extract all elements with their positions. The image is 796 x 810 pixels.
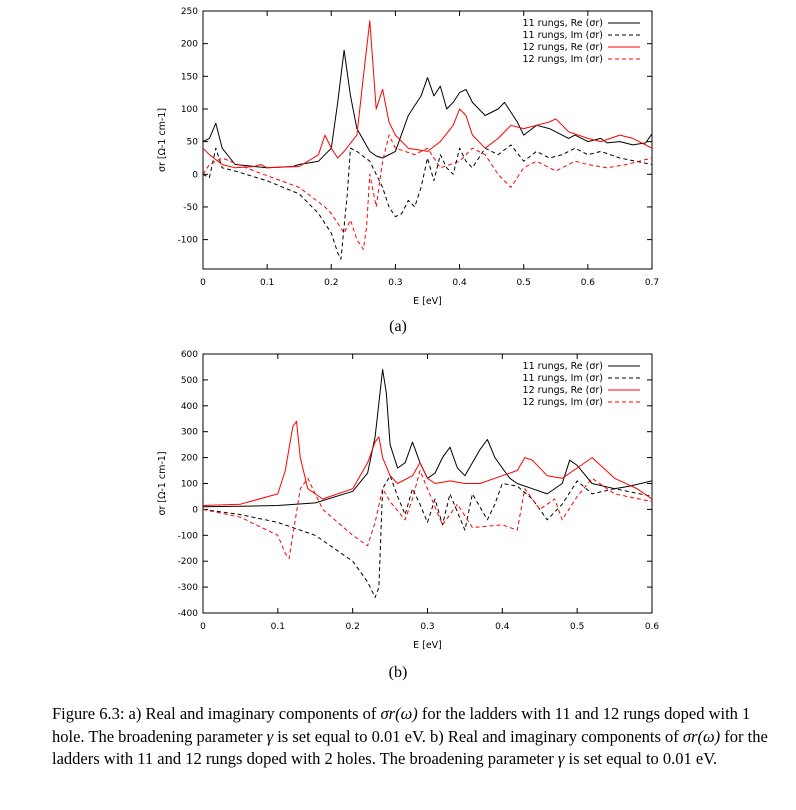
legend-label: 11 rungs, Re (σr) [523,18,603,29]
series-line-1 [203,369,652,508]
x-tick-label: 0 [200,278,206,288]
legend-label: 12 rungs, Im (σr) [523,397,604,408]
plot-frame [202,10,653,270]
y-tick-label: -50 [183,203,198,213]
x-tick-label: 0.3 [388,278,402,288]
x-tick-label: 0.2 [324,278,338,288]
legend-label: 12 rungs, Re (σr) [523,42,603,53]
x-tick-label: 0.4 [452,278,467,288]
y-tick-label: 600 [181,350,198,360]
y-tick-label: 300 [181,428,198,438]
y-tick-label: -100 [178,236,199,246]
y-tick-label: 500 [181,376,198,386]
x-axis-label: E [eV] [413,640,442,651]
legend-label: 11 rungs, Im (σr) [523,373,604,384]
series-line-3 [203,20,652,169]
caption-symbol-gamma-2: γ [557,749,565,768]
series-line-2 [203,475,652,598]
y-tick-label: -300 [178,583,199,593]
y-tick-label: 0 [192,170,198,180]
y-tick-label: 50 [187,138,199,148]
x-tick-label: 0.3 [420,622,434,632]
caption-symbol-sigma-1: σr(ω) [380,704,418,723]
x-tick-label: 0.1 [271,622,285,632]
legend-label: 11 rungs, Im (σr) [523,30,604,41]
caption-symbol-sigma-2: σr(ω) [682,726,721,746]
panel-label-a: (a) [389,318,407,335]
x-tick-label: 0.5 [570,622,584,632]
y-tick-label: 100 [181,105,198,115]
caption-text-2: for the ladders with 11 and 12 rungs dop… [52,704,751,746]
x-axis-label: E [eV] [413,296,442,307]
y-axis-label: σr [Ω-1 cm-1] [157,108,168,172]
y-tick-label: 200 [181,454,198,464]
panel-label-b: (b) [388,664,408,681]
y-tick-label: 150 [181,72,198,82]
y-tick-label: 400 [181,402,198,412]
figure-caption: Figure 6.3: a) Real and imaginary compon… [52,703,776,771]
figure-panel-a: -100 -50 0 50 100 150 200 250 0 0.1 0.2 0.3 0.4 0.5 0.… [0,0,796,340]
series-line-4 [203,134,652,250]
caption-text-5: is set equal to 0.01 eV. [564,749,718,768]
y-tick-label: -400 [178,609,199,619]
series-line-4 [203,470,652,560]
x-tick-label: 0.2 [346,622,360,632]
figure-panel-b: -400 -300 -200 -100 0 100 200 300 400 500 600 0 0.1 0… [0,342,796,687]
y-tick-label: -200 [178,557,199,567]
legend-label: 12 rungs, Re (σr) [523,385,603,396]
caption-text-1: Figure 6.3: a) Real and imaginary compon… [52,704,381,723]
caption-symbol-gamma-1: γ [266,726,274,746]
chart-a: -100 -50 0 50 100 150 200 250 0 0.1 0.2 0.3 0.4 0.5 0.… [157,7,659,307]
x-tick-label: 0 [200,622,206,632]
series-line-1 [203,49,652,169]
series-line-2 [203,144,652,260]
caption-text-4: for the ladders with 11 and 12 rungs dop… [52,726,768,769]
y-axis-label: σr [Ω-1 cm-1] [157,451,168,515]
x-tick-label: 0.6 [581,278,596,288]
x-tick-label: 0.7 [645,278,659,288]
y-tick-label: 200 [181,40,198,50]
chart-b: -400 -300 -200 -100 0 100 200 300 400 500 600 0 0.1 0… [157,350,660,651]
series-line-3 [203,420,652,506]
x-tick-label: 0.6 [645,622,660,632]
y-tick-label: 250 [181,7,198,17]
legend-label: 12 rungs, Im (σr) [523,54,604,65]
legend-label: 11 rungs, Re (σr) [523,361,603,372]
caption-text-3: is set equal to 0.01 eV. b) Real and ima… [273,726,683,746]
x-tick-label: 0.4 [495,622,510,632]
x-tick-label: 0.1 [260,278,274,288]
x-tick-label: 0.5 [517,278,531,288]
y-tick-label: 0 [192,505,198,515]
y-tick-label: -100 [178,531,199,541]
y-tick-label: 100 [181,480,198,490]
